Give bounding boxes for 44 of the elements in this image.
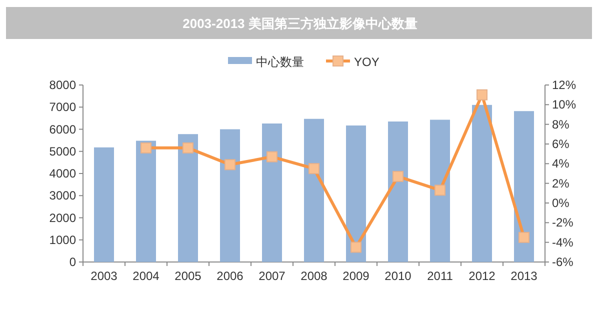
y-tick-label: 3000 [49, 188, 76, 203]
x-tick-label: 2008 [300, 269, 328, 283]
bar [262, 123, 282, 262]
y2-tick-label: 4% [552, 156, 570, 171]
y-tick-label: 0 [69, 255, 76, 269]
y2-tick-label: 2% [552, 176, 570, 190]
x-tick-label: 2003 [90, 269, 118, 283]
legend-label: 中心数量 [256, 55, 304, 69]
y-tick-label: 6000 [49, 122, 76, 136]
y-tick-label: 5000 [49, 144, 76, 158]
y2-tick-label: -2% [552, 216, 574, 230]
y2-tick-label: 12% [552, 78, 576, 92]
bar [388, 122, 408, 262]
bar [430, 120, 450, 262]
x-tick-label: 2010 [384, 269, 412, 283]
chart-title: 2003-2013 美国第三方独立影像中心数量 [182, 16, 418, 31]
bar [346, 125, 366, 262]
bar [514, 111, 534, 262]
y-tick-label: 2000 [49, 210, 76, 225]
y2-tick-label: 10% [552, 98, 576, 112]
y2-tick-label: 8% [552, 117, 570, 132]
legend-label: YOY [354, 55, 380, 69]
bar [220, 129, 240, 262]
x-tick-label: 2011 [427, 269, 454, 283]
y-tick-label: 4000 [49, 166, 76, 180]
bar [178, 134, 198, 262]
y2-tick-label: -6% [552, 255, 574, 269]
x-tick-label: 2004 [132, 269, 160, 283]
x-tick-label: 2005 [174, 269, 202, 283]
y2-tick-label: -4% [552, 235, 574, 250]
x-tick-label: 2012 [468, 269, 496, 283]
y-tick-label: 1000 [49, 232, 76, 247]
x-tick-label: 2013 [510, 269, 538, 283]
x-tick-label: 2006 [216, 269, 244, 283]
y2-tick-label: 0% [552, 196, 570, 210]
x-tick-label: 2007 [258, 269, 286, 283]
bar [94, 147, 114, 262]
bar [472, 104, 492, 262]
bar [304, 118, 324, 262]
x-tick-label: 2009 [342, 269, 370, 283]
y-tick-label: 8000 [49, 78, 76, 92]
y-tick-label: 7000 [49, 100, 76, 114]
y2-tick-label: 6% [552, 137, 570, 151]
bar [136, 140, 156, 262]
